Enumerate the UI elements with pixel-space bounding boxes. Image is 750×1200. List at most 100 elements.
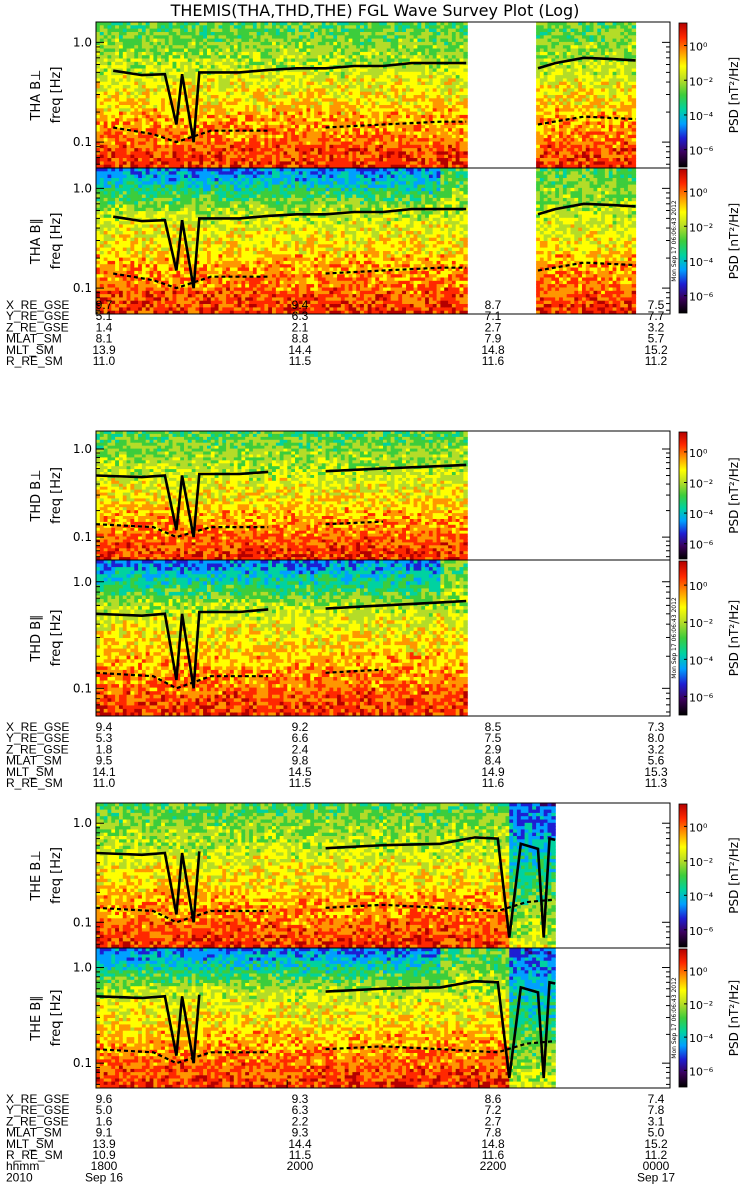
spectrogram-cell — [222, 148, 227, 152]
spectrogram-cell — [463, 124, 468, 129]
spectrogram-cell — [122, 164, 128, 168]
spectrogram-cell — [337, 131, 342, 136]
spectrogram-cell — [536, 141, 541, 146]
spectrogram-cell — [570, 32, 575, 36]
spectrogram-cell — [547, 41, 552, 46]
spectrogram-cell — [390, 81, 396, 86]
spectrogram-cell — [459, 32, 464, 36]
spectrogram-cell — [340, 141, 346, 146]
spectrogram-cell — [367, 28, 373, 33]
spectrogram-cell — [344, 35, 350, 40]
spectrogram-cell — [172, 22, 177, 26]
spectrogram-cell — [375, 138, 380, 142]
spectrogram-cell — [207, 151, 212, 156]
spectrogram-cell — [226, 55, 231, 60]
spectrogram-cell — [536, 124, 541, 129]
spectrogram-cell — [425, 22, 430, 26]
spectrogram-cell — [417, 78, 422, 83]
spectrogram-cell — [390, 151, 396, 156]
spectrogram-cell — [444, 91, 449, 96]
spectrogram-cell — [149, 25, 154, 30]
spectrogram-cell — [394, 91, 399, 96]
spectrogram-cell — [264, 71, 269, 76]
spectrogram-cell — [245, 65, 250, 69]
spectrogram-cell — [279, 85, 285, 89]
spectrogram-cell — [214, 134, 219, 139]
spectrogram-cell — [593, 51, 598, 56]
spectrogram-cell — [291, 91, 296, 96]
spectrogram-cell — [222, 101, 227, 106]
spectrogram-cell — [107, 45, 112, 50]
spectrogram-cell — [291, 108, 296, 113]
spectrogram-cell — [448, 81, 453, 86]
spectrogram-cell — [379, 111, 384, 116]
spectrogram-cell — [184, 35, 189, 40]
spectrogram-cell — [314, 55, 319, 60]
spectrogram-cell — [233, 25, 239, 30]
spectrogram-cell — [363, 158, 369, 162]
spectrogram-cell — [107, 128, 112, 133]
spectrogram-cell — [329, 121, 334, 126]
spectrogram-cell — [421, 131, 426, 136]
spectrogram-cell — [134, 144, 139, 149]
spectrogram-cell — [409, 68, 415, 73]
spectrogram-cell — [214, 151, 219, 156]
spectrogram-cell — [275, 71, 281, 76]
spectrogram-cell — [340, 35, 346, 40]
spectrogram-cell — [130, 25, 135, 30]
spectrogram-cell — [199, 161, 204, 166]
spectrogram-cell — [180, 61, 185, 66]
spectrogram-cell — [252, 55, 258, 60]
spectrogram-cell — [363, 25, 369, 30]
spectrogram-cell — [126, 68, 131, 73]
spectrogram-cell — [264, 124, 269, 129]
spectrogram-cell — [153, 151, 158, 156]
spectrogram-cell — [249, 124, 254, 129]
spectrogram-cell — [337, 105, 342, 109]
spectrogram-cell — [310, 131, 315, 136]
spectrogram-cell — [582, 108, 587, 113]
spectrogram-cell — [283, 32, 288, 36]
spectrogram-cell — [329, 118, 334, 123]
spectrogram-cell — [329, 71, 334, 76]
spectrogram-cell — [164, 32, 170, 36]
spectrogram-cell — [176, 164, 181, 168]
spectrogram-cell — [459, 68, 464, 73]
spectrogram-cell — [119, 91, 124, 96]
spectrogram-cell — [386, 108, 392, 113]
spectrogram-cell — [291, 124, 296, 129]
spectrogram-cell — [229, 124, 235, 129]
spectrogram-cell — [593, 28, 598, 33]
spectrogram-cell — [268, 51, 273, 56]
spectrogram-cell — [352, 25, 357, 30]
spectrogram-cell — [249, 121, 254, 126]
spectrogram-cell — [195, 131, 200, 136]
spectrogram-cell — [264, 91, 269, 96]
spectrogram-cell — [459, 138, 464, 142]
spectrogram-cell — [222, 114, 227, 119]
spectrogram-cell — [367, 151, 373, 156]
spectrogram-cell — [363, 81, 369, 86]
spectrogram-cell — [210, 108, 216, 113]
spectrogram-cell — [291, 61, 296, 66]
spectrogram-cell — [543, 154, 549, 159]
spectrogram-cell — [141, 141, 147, 146]
spectrogram-cell — [245, 58, 250, 63]
spectrogram-cell — [413, 48, 418, 53]
spectrogram-cell — [325, 58, 330, 63]
spectrogram-cell — [306, 48, 311, 53]
spectrogram-cell — [536, 48, 541, 53]
spectrogram-cell — [126, 124, 131, 129]
spectrogram-cell — [543, 158, 549, 162]
spectrogram-cell — [107, 98, 112, 103]
spectrogram-cell — [222, 134, 227, 139]
spectrogram-cell — [379, 128, 384, 133]
spectrogram-cell — [451, 48, 457, 53]
spectrogram-cell — [99, 164, 105, 168]
spectrogram-cell — [187, 75, 193, 79]
spectrogram-cell — [333, 128, 338, 133]
spectrogram-cell — [585, 138, 591, 142]
spectrogram-cell — [425, 121, 430, 126]
spectrogram-cell — [268, 35, 273, 40]
spectrogram-cell — [356, 138, 361, 142]
